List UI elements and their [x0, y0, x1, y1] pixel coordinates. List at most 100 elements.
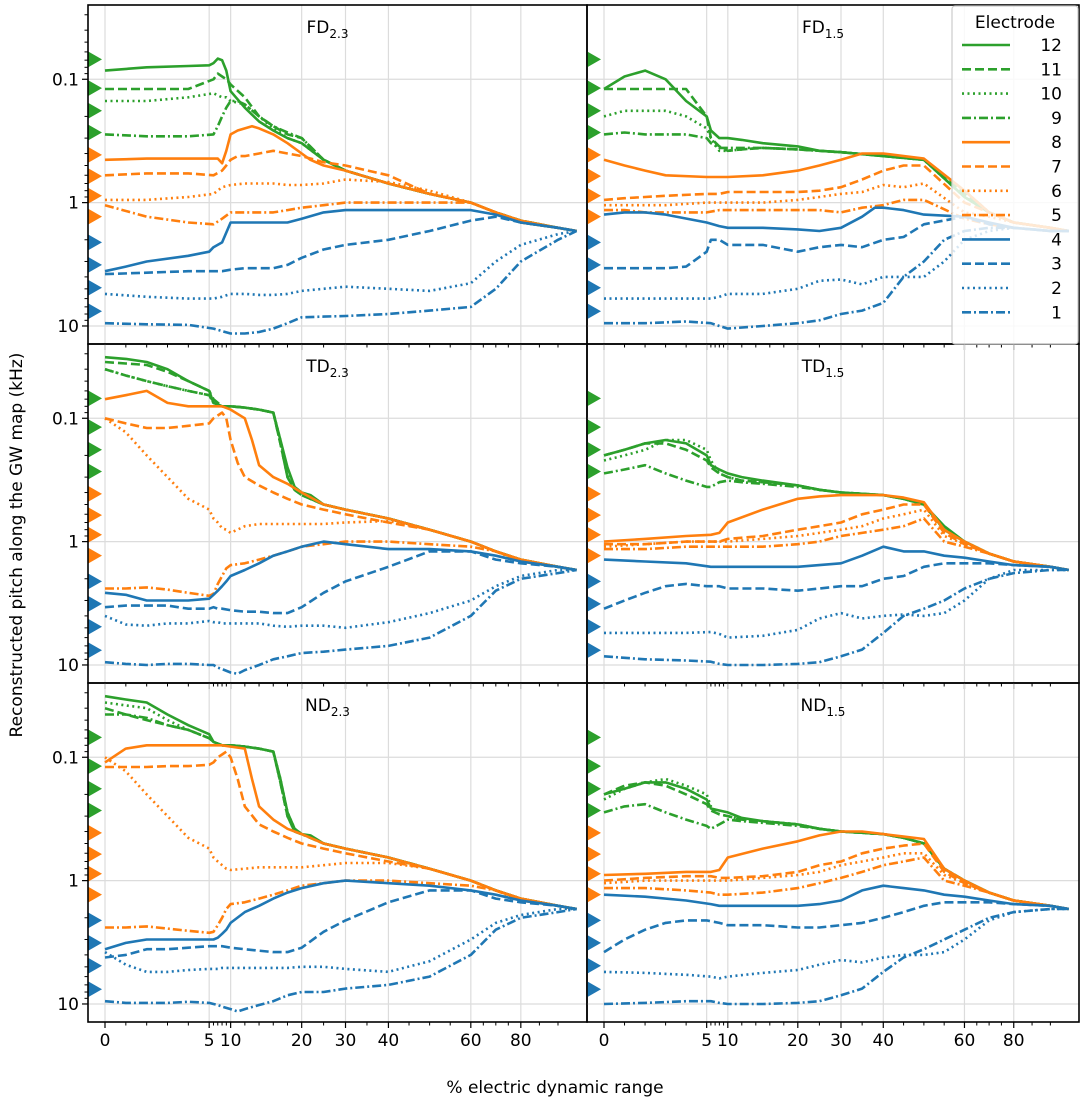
electrode-marker-5 — [587, 547, 601, 564]
legend-item-electrode-2: 2 — [962, 279, 1062, 299]
x-axis-label: % electric dynamic range — [446, 1078, 663, 1098]
y-tick-label: 0.1 — [52, 748, 79, 768]
y-axis-label: Reconstructed pitch along the GW map (kH… — [7, 353, 27, 738]
legend: Electrode 12 11 10 9 8 7 6 5 4 3 2 1 — [951, 5, 1079, 345]
series-line-electrode-6 — [104, 756, 577, 911]
x-tick-label: 20 — [291, 1031, 313, 1051]
legend-item-electrode-11: 11 — [962, 60, 1062, 80]
x-tick-label: 10 — [717, 1031, 739, 1051]
series-line-electrode-6 — [105, 178, 577, 233]
electrode-marker-6 — [88, 865, 102, 882]
series-line-electrode-5 — [604, 517, 1069, 572]
legend-title: Electrode — [975, 13, 1055, 33]
series-line-electrode-3 — [603, 900, 1069, 954]
legend-label: 5 — [1051, 206, 1062, 226]
panel-title-main: TD — [801, 357, 825, 377]
electrode-markers — [587, 390, 601, 659]
series-line-electrode-6 — [603, 508, 1069, 572]
panel-title: FD1.5 — [802, 18, 844, 41]
x-tick-label: 60 — [954, 1031, 976, 1051]
panel-fd-2-3: FD2.3 — [82, 4, 588, 350]
y-tick-label: 10 — [57, 317, 79, 337]
electrode-marker-2 — [88, 957, 102, 974]
electrode-marker-8 — [88, 485, 102, 502]
y-tick-label: 10 — [57, 656, 79, 676]
electrode-marker-2 — [587, 279, 601, 296]
electrode-marker-5 — [88, 886, 102, 903]
legend-label: 9 — [1051, 109, 1062, 129]
electrode-marker-10 — [587, 780, 601, 797]
electrode-marker-10 — [88, 102, 102, 119]
series-line-electrode-5 — [105, 879, 577, 935]
electrode-marker-1 — [88, 981, 102, 998]
y-tick-label: 10 — [57, 995, 79, 1015]
electrode-marker-5 — [587, 208, 601, 225]
panel-title-main: ND — [801, 696, 827, 716]
x-tick-label: 20 — [787, 1031, 809, 1051]
electrode-marker-6 — [88, 187, 102, 204]
electrode-marker-2 — [88, 279, 102, 296]
x-tick-label: 40 — [872, 1031, 894, 1051]
electrode-marker-12 — [587, 729, 601, 746]
series-line-electrode-1 — [104, 568, 577, 676]
panel-nd-1-5: ND1.5 — [586, 682, 1080, 1028]
series-line-electrode-7 — [105, 750, 577, 911]
electrode-marker-12 — [88, 51, 102, 68]
electrode-marker-3 — [587, 256, 601, 273]
x-tick-label: 10 — [220, 1031, 242, 1051]
y-tick-label: 1 — [68, 533, 79, 553]
electrode-marker-9 — [587, 802, 601, 819]
panel-title-main: FD — [802, 18, 825, 38]
electrode-marker-2 — [587, 618, 601, 635]
electrode-marker-5 — [88, 208, 102, 225]
electrode-markers — [587, 51, 601, 320]
legend-item-electrode-10: 10 — [962, 85, 1062, 105]
electrode-marker-12 — [88, 729, 102, 746]
electrode-marker-3 — [587, 595, 601, 612]
series-line-electrode-7 — [603, 164, 1069, 233]
series-group — [603, 438, 1069, 667]
x-tick-label: 40 — [378, 1031, 400, 1051]
series-group — [603, 777, 1069, 1006]
electrode-marker-9 — [88, 463, 102, 480]
legend-item-electrode-9: 9 — [962, 109, 1062, 129]
electrode-marker-6 — [88, 526, 102, 543]
electrode-marker-6 — [587, 187, 601, 204]
legend-item-electrode-7: 7 — [962, 158, 1062, 178]
electrode-marker-8 — [88, 146, 102, 163]
electrode-marker-4 — [587, 573, 601, 590]
x-tick-label: 0 — [100, 1031, 111, 1051]
electrode-markers — [88, 390, 102, 659]
electrode-marker-7 — [88, 507, 102, 524]
series-line-electrode-4 — [104, 208, 577, 273]
electrode-marker-9 — [587, 463, 601, 480]
electrode-marker-3 — [88, 256, 102, 273]
panel-title-subscript: 1.5 — [825, 366, 844, 380]
series-line-electrode-3 — [603, 561, 1069, 610]
electrode-marker-6 — [587, 526, 601, 543]
series-line-electrode-3 — [104, 889, 577, 959]
y-tick-label: 0.1 — [52, 409, 79, 429]
series-line-electrode-2 — [104, 229, 577, 300]
legend-box — [951, 5, 1079, 345]
series-line-electrode-3 — [104, 215, 577, 276]
panel-title: ND1.5 — [801, 696, 846, 719]
electrode-marker-6 — [587, 865, 601, 882]
legend-label: 11 — [1040, 60, 1062, 80]
panel-title-main: ND — [305, 696, 331, 716]
ticks — [82, 692, 559, 1028]
electrode-marker-9 — [88, 124, 102, 141]
electrode-marker-9 — [88, 802, 102, 819]
panel-title: ND2.3 — [305, 696, 350, 719]
panel-title: TD2.3 — [305, 357, 349, 380]
electrode-marker-2 — [587, 957, 601, 974]
electrode-marker-9 — [587, 124, 601, 141]
electrode-marker-5 — [587, 886, 601, 903]
electrode-markers — [587, 729, 601, 998]
electrode-marker-8 — [587, 824, 601, 841]
panel-title-subscript: 2.3 — [329, 27, 348, 41]
electrode-marker-4 — [88, 912, 102, 929]
x-tick-label: 30 — [335, 1031, 357, 1051]
electrode-marker-7 — [587, 168, 601, 185]
